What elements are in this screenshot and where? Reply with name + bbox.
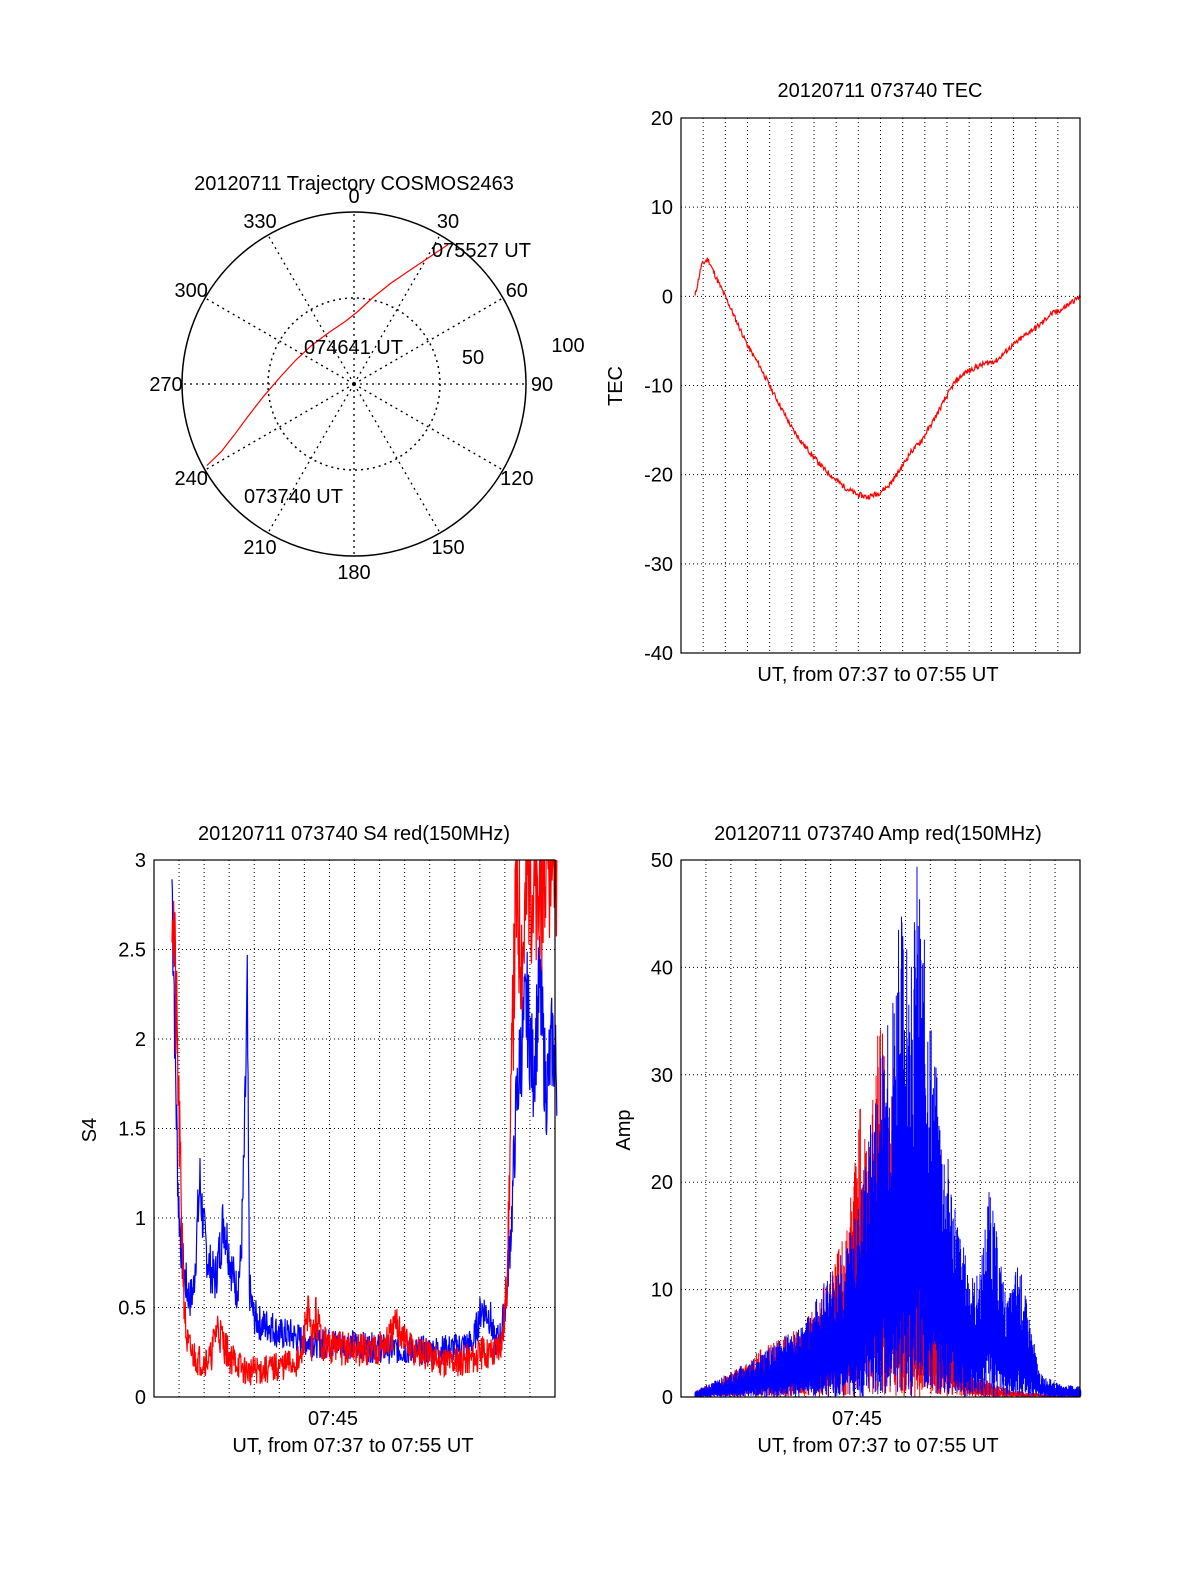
tec-plot-frame xyxy=(680,117,1081,654)
polar-azimuth-label: 120 xyxy=(500,468,533,490)
polar-azimuth-label: 270 xyxy=(149,374,182,396)
tec-grid xyxy=(681,118,1080,653)
s4-plot-frame xyxy=(153,859,556,1398)
amp-x-axis-label: UT, from 07:37 to 07:55 UT xyxy=(757,1435,998,1457)
s4-y-tick-labels: 3 2.5 2 1.5 1 0.5 0 xyxy=(118,850,146,1409)
tec-x-axis-label: UT, from 07:37 to 07:55 UT xyxy=(757,664,998,686)
polar-spokes xyxy=(182,212,526,556)
polar-annotation-start: 073740 UT xyxy=(244,486,343,508)
y-tick-label: 0 xyxy=(662,1387,673,1409)
s4-y-axis-label: S4 xyxy=(79,1118,101,1142)
y-tick-label: -10 xyxy=(644,376,673,398)
amp-title: 20120711 073740 Amp red(150MHz) xyxy=(714,823,1042,845)
polar-spoke xyxy=(267,234,355,385)
s4-grid xyxy=(154,860,555,1397)
polar-annotation-end: 075527 UT xyxy=(432,240,531,262)
polar-spoke xyxy=(267,383,355,534)
polar-title: 20120711 Trajectory COSMOS2463 xyxy=(194,173,514,195)
polar-azimuth-label: 90 xyxy=(531,374,553,396)
polar-azimuth-label: 180 xyxy=(337,562,370,584)
polar-azimuth-label: 30 xyxy=(437,211,459,233)
polar-azimuth-label: 0 xyxy=(348,186,359,208)
polar-radial-label-100: 100 xyxy=(551,335,584,357)
polar-azimuth-label: 150 xyxy=(431,537,464,559)
s4-x-tick-label: 07:45 xyxy=(308,1408,358,1430)
amp-blue-series xyxy=(694,866,1082,1397)
y-tick-label: 30 xyxy=(651,1065,673,1087)
polar-spoke xyxy=(353,234,441,385)
tec-series-line xyxy=(694,257,1081,500)
y-tick-label: 0 xyxy=(135,1387,146,1409)
polar-azimuth-label: 240 xyxy=(174,468,207,490)
polar-spoke xyxy=(353,383,504,471)
y-tick-label: 20 xyxy=(651,1172,673,1194)
y-tick-label: 0.5 xyxy=(118,1298,146,1320)
amp-y-tick-labels: 50 40 30 20 10 0 xyxy=(651,850,673,1409)
y-tick-label: 40 xyxy=(651,957,673,979)
y-tick-label: 20 xyxy=(651,108,673,130)
polar-radial-label-50: 50 xyxy=(462,347,484,369)
amp-plot-frame xyxy=(680,859,1081,1398)
amp-y-axis-label: Amp xyxy=(613,1109,635,1150)
s4-title: 20120711 073740 S4 red(150MHz) xyxy=(198,823,510,845)
polar-azimuth-label: 210 xyxy=(243,537,276,559)
amp-chart: 20120711 073740 Amp red(150MHz) 50 40 30 20… xyxy=(613,823,1082,1457)
y-tick-label: 50 xyxy=(651,850,673,872)
y-tick-label: 3 xyxy=(135,850,146,872)
polar-spoke xyxy=(204,383,355,471)
y-tick-label: 10 xyxy=(651,197,673,219)
polar-outer-ring xyxy=(181,211,527,557)
y-tick-label: -30 xyxy=(644,554,673,576)
y-tick-label: 2 xyxy=(135,1029,146,1051)
polar-spoke xyxy=(204,297,355,385)
polar-azimuth-label: 300 xyxy=(174,280,207,302)
y-tick-label: 2.5 xyxy=(118,940,146,962)
s4-x-axis-label: UT, from 07:37 to 07:55 UT xyxy=(232,1435,473,1457)
y-tick-label: 1.5 xyxy=(118,1119,146,1141)
tec-chart: 20120711 073740 TEC 20 10 0 -10 -20 -30 -40 UT… xyxy=(605,80,1081,686)
polar-spoke xyxy=(353,383,441,534)
tec-y-axis-label: TEC xyxy=(605,366,627,406)
y-tick-label: -40 xyxy=(644,643,673,665)
s4-chart: 20120711 073740 S4 red(150MHz) 3 2.5 2 1.5 1… xyxy=(79,823,558,1457)
s4-red-series-line xyxy=(171,859,558,1386)
polar-annotation-mid: 074641 UT xyxy=(304,337,403,359)
polar-trajectory-line xyxy=(206,244,449,466)
polar-azimuth-labels: 0 30 60 90 120 150 180 210 240 270 300 330 xyxy=(149,186,553,584)
tec-y-tick-labels: 20 10 0 -10 -20 -30 -40 xyxy=(644,108,673,665)
trajectory-polar-chart: 20120711 Trajectory COSMOS2463 0 30 60 90 12… xyxy=(149,173,584,584)
polar-azimuth-label: 330 xyxy=(243,211,276,233)
y-tick-label: 0 xyxy=(662,286,673,308)
polar-spoke xyxy=(353,297,504,385)
s4-blue-series-line xyxy=(171,879,558,1366)
amp-blue-series-line xyxy=(694,866,1082,1397)
tec-title: 20120711 073740 TEC xyxy=(778,80,983,102)
polar-azimuth-label: 60 xyxy=(506,280,528,302)
amp-x-tick-label: 07:45 xyxy=(832,1408,882,1430)
y-tick-label: 1 xyxy=(135,1208,146,1230)
y-tick-label: -20 xyxy=(644,465,673,487)
y-tick-label: 10 xyxy=(651,1280,673,1302)
